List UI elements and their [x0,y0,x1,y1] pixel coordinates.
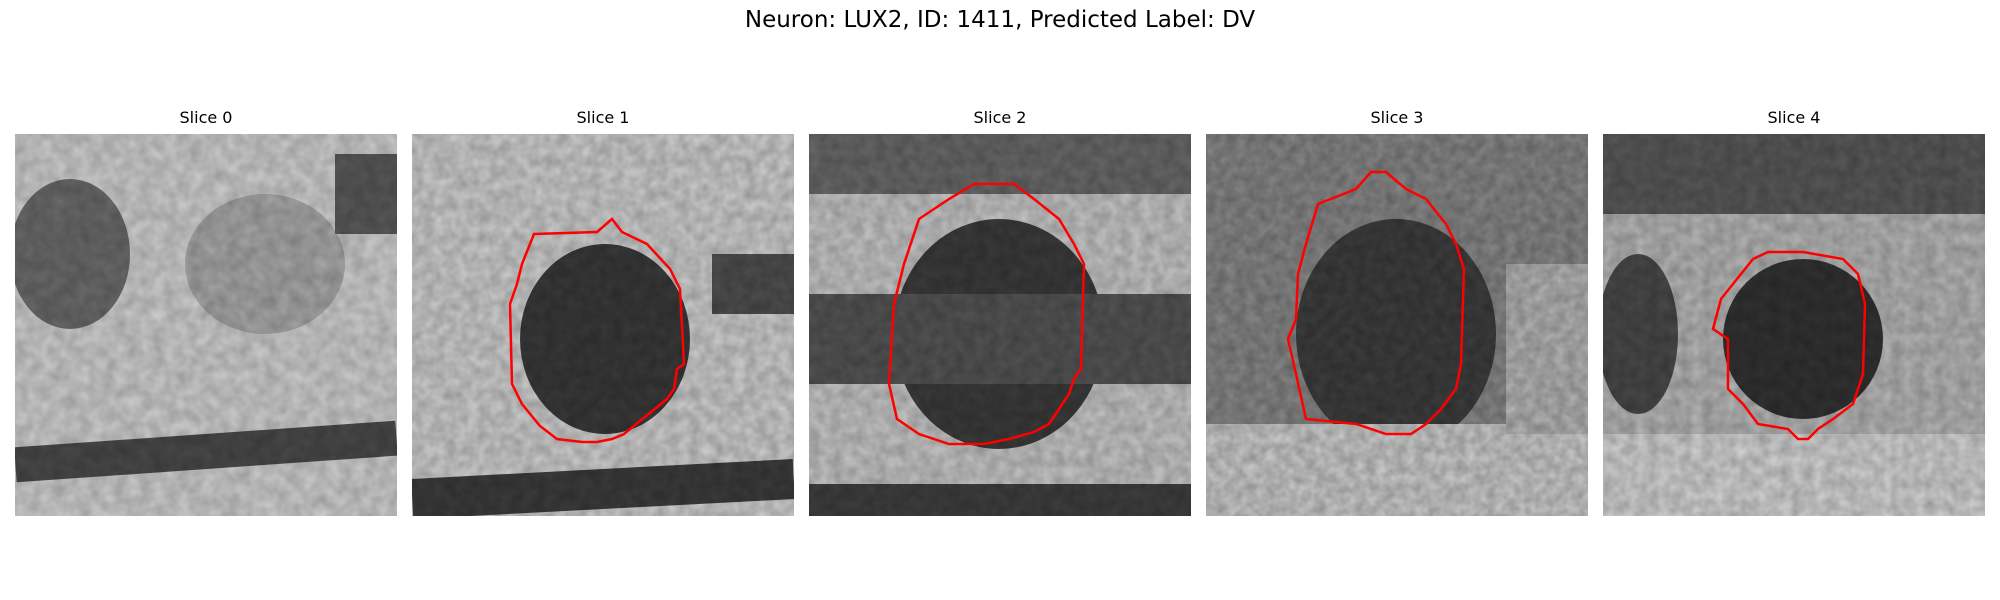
slice-image [1206,134,1588,516]
slice-title: Slice 4 [1603,108,1985,127]
slice-title: Slice 2 [809,108,1191,127]
figure-title: Neuron: LUX2, ID: 1411, Predicted Label:… [0,7,2000,33]
slice-image-svg [412,134,794,516]
slice-image-svg [15,134,397,516]
slice-title: Slice 0 [15,108,397,127]
slice-image-svg [809,134,1191,516]
slice-title: Slice 3 [1206,108,1588,127]
slice-image-svg [1206,134,1588,516]
slice-image [1603,134,1985,516]
slice-title: Slice 1 [412,108,794,127]
slice-image [809,134,1191,516]
slice-image [15,134,397,516]
slice-image-svg [1603,134,1985,516]
slice-image [412,134,794,516]
